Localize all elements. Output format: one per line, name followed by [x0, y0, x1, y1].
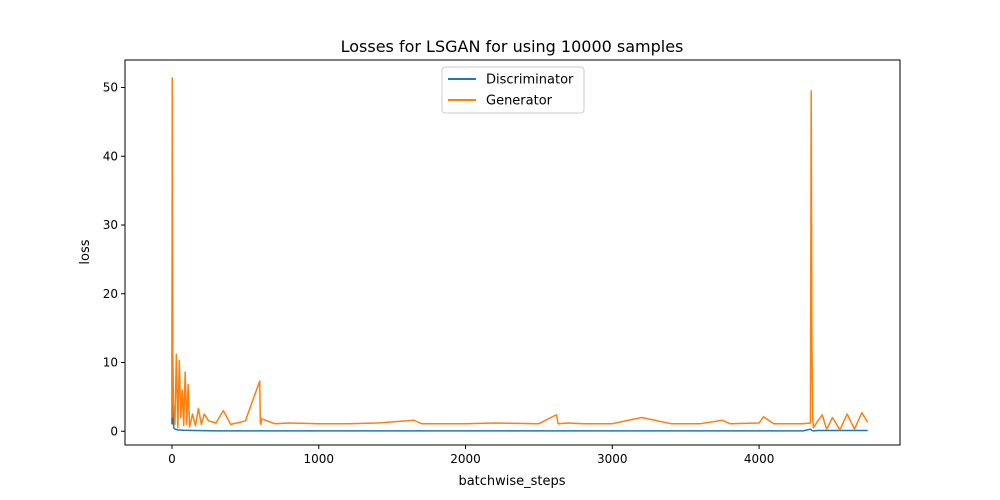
series-line-discriminator [171, 232, 868, 432]
plot-frame [124, 59, 901, 446]
y-tick-label: 20 [103, 287, 118, 301]
x-axis: 0 1000 2000 3000 4000 [168, 445, 774, 466]
y-tick-label: 10 [103, 356, 118, 370]
y-tick-label: 40 [103, 149, 118, 163]
plot-area [171, 77, 869, 432]
legend-box [441, 66, 585, 114]
x-axis-label: batchwise_steps [458, 474, 565, 489]
x-tick-label: 1000 [303, 452, 334, 466]
series-line-generator [171, 77, 869, 431]
y-tick-label: 50 [103, 81, 118, 95]
x-tick-label: 4000 [744, 452, 775, 466]
y-axis-label: loss [78, 239, 93, 264]
legend-label-generator: Generator [486, 94, 553, 109]
chart-title: Losses for LSGAN for using 10000 samples [341, 37, 684, 56]
legend-label-discriminator: Discriminator [486, 73, 574, 88]
x-tick-label: 3000 [597, 452, 628, 466]
x-tick-label: 2000 [450, 452, 481, 466]
legend: Discriminator Generator [441, 66, 585, 114]
x-tick-label: 0 [168, 452, 176, 466]
y-axis: 0 10 20 30 40 50 [103, 81, 125, 438]
y-tick-label: 30 [103, 218, 118, 232]
y-tick-label: 0 [110, 424, 118, 438]
